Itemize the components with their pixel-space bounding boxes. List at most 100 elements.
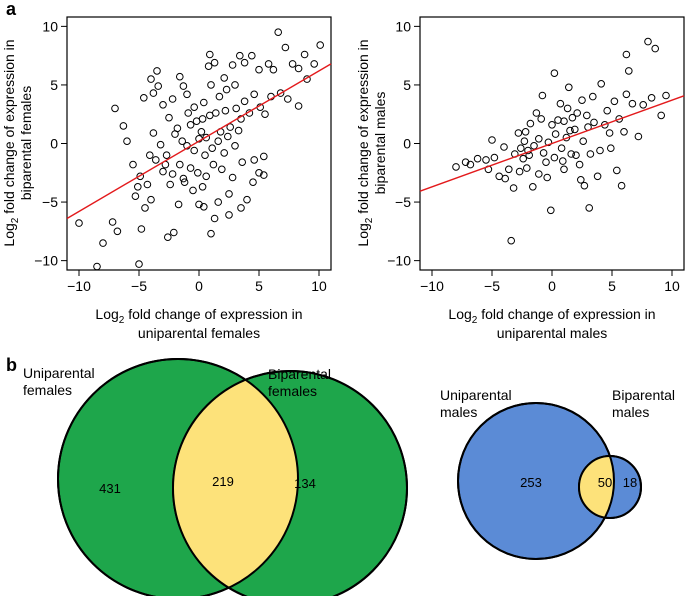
x-tick-label: 0: [548, 278, 556, 294]
scatter-point: [538, 91, 547, 100]
scatter-point: [207, 81, 215, 89]
scatter-point: [168, 170, 177, 178]
scatter-point: [238, 158, 246, 166]
scatter-point: [567, 150, 576, 158]
scatter-point: [164, 233, 172, 241]
y-axis-label-line2: biparental females: [18, 86, 34, 200]
scatter-point: [300, 50, 309, 59]
scatter-point: [240, 58, 249, 67]
scatter-point: [152, 156, 160, 164]
males-venn-diagram: Uniparental males Biparental males 253 5…: [440, 387, 675, 560]
scatter-point: [276, 89, 285, 97]
scatter-point: [141, 204, 149, 212]
scatter-point: [174, 200, 183, 209]
scatter-point: [625, 67, 633, 75]
scatter-point: [585, 204, 594, 212]
scatter-point: [224, 132, 232, 141]
scatter-point: [572, 151, 580, 159]
scatter-point: [550, 69, 559, 77]
scatter-point: [260, 152, 268, 161]
scatter-point: [93, 262, 101, 271]
scatter-point: [154, 82, 162, 90]
scatter-point: [184, 109, 192, 117]
scatter-point: [596, 146, 604, 155]
scatter-point: [568, 113, 577, 122]
scatter-point: [651, 44, 660, 53]
scatter-point: [180, 178, 189, 186]
venn-count-overlap: 219: [212, 474, 234, 489]
scatter-points: [75, 28, 325, 271]
scatter-point: [129, 160, 137, 169]
y-tick-label: 0: [403, 136, 411, 152]
scatter-point: [563, 104, 572, 113]
venn-overlap-region: [173, 371, 298, 596]
scatter-point: [261, 110, 269, 118]
y-tick-label: −10: [387, 253, 411, 269]
x-axis-label-line2: uniparental females: [138, 325, 260, 341]
scatter-point: [557, 144, 566, 152]
scatter-point: [140, 94, 148, 102]
scatter-point: [162, 151, 171, 159]
x-axis-label-line1: Log2 fold change of expression in: [95, 306, 302, 326]
scatter-point: [550, 153, 559, 162]
x-tick-label: −5: [131, 278, 147, 294]
females-scatter-plot: −10 −5 0 5 10 −10 −5 0 5 10 Log2 fold change of …: [1, 16, 332, 341]
y-tick-label: 10: [42, 18, 58, 34]
scatter-point: [547, 206, 555, 215]
scatter-point: [515, 167, 524, 176]
scatter-point: [173, 124, 182, 133]
scatter-point: [198, 115, 207, 123]
venn-count-biparental-only: 134: [294, 476, 316, 491]
scatter-point: [159, 101, 167, 109]
scatter-point: [507, 236, 516, 245]
scatter-point: [607, 144, 615, 152]
scatter-point: [613, 166, 621, 175]
scatter-point: [231, 81, 239, 89]
scatter-point: [578, 96, 586, 104]
venn-outline: [57, 358, 299, 596]
scatter-point: [123, 137, 131, 145]
y-axis-label-line1: Log2 fold change of expression in: [1, 39, 21, 246]
females-venn-diagram: Uniparental females Biparental females 4…: [23, 358, 408, 596]
scatter-point: [149, 89, 158, 97]
venn-outline: [172, 370, 408, 596]
scatter-point: [473, 154, 482, 163]
regression-line: [419, 95, 685, 192]
y-axis-label-line1: Log2 fold change of expression in: [355, 39, 375, 246]
y-tick-label: 0: [50, 136, 58, 152]
scatter-point: [218, 165, 226, 174]
scatter-point: [249, 178, 257, 186]
scatter-point: [170, 228, 178, 237]
scatter-point: [519, 154, 528, 163]
scatter-point: [579, 137, 588, 145]
scatter-point: [647, 94, 656, 102]
scatter-point: [565, 83, 573, 92]
scatter-point: [236, 51, 244, 60]
scatter-point: [186, 164, 195, 172]
regression-line: [66, 63, 332, 220]
y-axis-ticks: −10 −5 0 5 10: [34, 18, 67, 269]
scatter-point: [149, 129, 158, 137]
y-tick-label: 10: [395, 18, 411, 34]
scatter-point: [248, 51, 256, 60]
scatter-point: [186, 121, 195, 129]
scatter-point: [255, 169, 263, 177]
scatter-point: [208, 144, 216, 152]
scatter-point: [577, 176, 585, 184]
scatter-point: [260, 171, 268, 179]
scatter-point: [461, 158, 470, 166]
scatter-point: [237, 204, 245, 212]
scatter-point: [537, 115, 546, 123]
scatter-point: [514, 129, 523, 137]
y-tick-label: −5: [42, 194, 58, 210]
scatter-point: [529, 183, 537, 191]
scatter-point: [482, 156, 490, 164]
scatter-point: [580, 181, 589, 190]
scatter-point: [136, 172, 144, 181]
scatter-point: [176, 72, 184, 81]
x-tick-label: 10: [664, 278, 680, 294]
y-axis-label-line2: biparental males: [372, 92, 388, 195]
scatter-point: [197, 128, 206, 136]
scatter-point: [590, 118, 598, 127]
scatter-point: [231, 142, 239, 150]
